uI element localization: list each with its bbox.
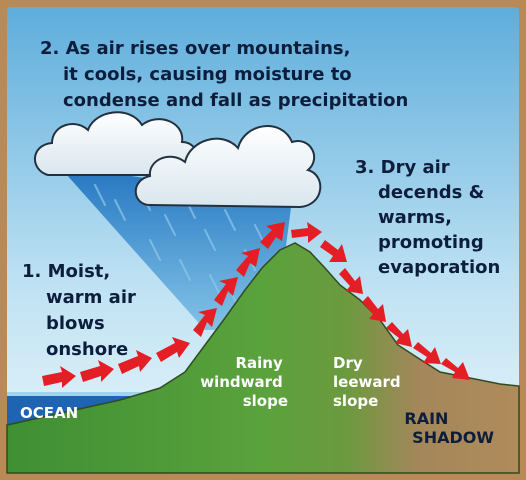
arrow-3 — [118, 350, 152, 374]
rain-shadow-label: RAIN SHADOW — [404, 409, 494, 447]
windward-line1: Rainy — [235, 354, 282, 372]
arrow-13 — [386, 322, 412, 347]
leeward-line3: slope — [333, 392, 378, 410]
ocean-foam — [7, 392, 147, 396]
arrow-9 — [291, 222, 322, 243]
arrow-7 — [236, 248, 260, 277]
step2-line2: it cools, causing moisture to — [63, 64, 352, 85]
arrow-11 — [339, 268, 363, 294]
step1-line3: blows — [46, 313, 105, 334]
step1-line2: warm air — [46, 287, 136, 308]
step2-line3: condense and fall as precipitation — [63, 90, 408, 111]
step1-text: 1. Moist, warm air blows onshore — [22, 261, 142, 360]
arrow-14 — [413, 342, 441, 364]
arrow-1 — [42, 366, 76, 388]
arrow-12 — [362, 296, 386, 322]
step3-line5: evaporation — [378, 257, 500, 278]
step3-line2: decends & — [378, 182, 484, 203]
arrow-8 — [260, 222, 285, 249]
step1-line4: onshore — [46, 339, 128, 360]
step3-line4: promoting — [378, 232, 484, 253]
arrow-15 — [441, 358, 470, 380]
arrow-6 — [214, 277, 238, 306]
leeward-line1: Dry — [333, 354, 363, 372]
arrow-5 — [193, 308, 217, 337]
windward-line2: windward — [200, 373, 283, 391]
step3-line1: 3. Dry air — [355, 157, 450, 178]
leeward-label: Dry leeward slope — [333, 354, 406, 410]
cloud-right — [134, 125, 322, 209]
airflow-arrows — [42, 222, 470, 388]
step1-line1: 1. Moist, — [22, 261, 110, 282]
windward-line3: slope — [243, 392, 288, 410]
mountain — [6, 242, 520, 474]
rain-shadow-line1: RAIN — [404, 409, 448, 428]
step3-line3: warms, — [378, 207, 452, 228]
windward-label: Rainy windward slope — [200, 354, 288, 410]
step3-text: 3. Dry air decends & warms, promoting ev… — [355, 157, 500, 278]
arrow-4 — [156, 337, 190, 362]
rain-shadow-line2: SHADOW — [412, 428, 494, 447]
leeward-line2: leeward — [333, 373, 401, 391]
arrow-10 — [320, 240, 347, 262]
arrow-2 — [80, 360, 114, 382]
ocean-label: OCEAN — [20, 404, 78, 422]
step2-text: 2. As air rises over mountains, it cools… — [40, 38, 408, 111]
step2-line1: 2. As air rises over mountains, — [40, 38, 350, 59]
